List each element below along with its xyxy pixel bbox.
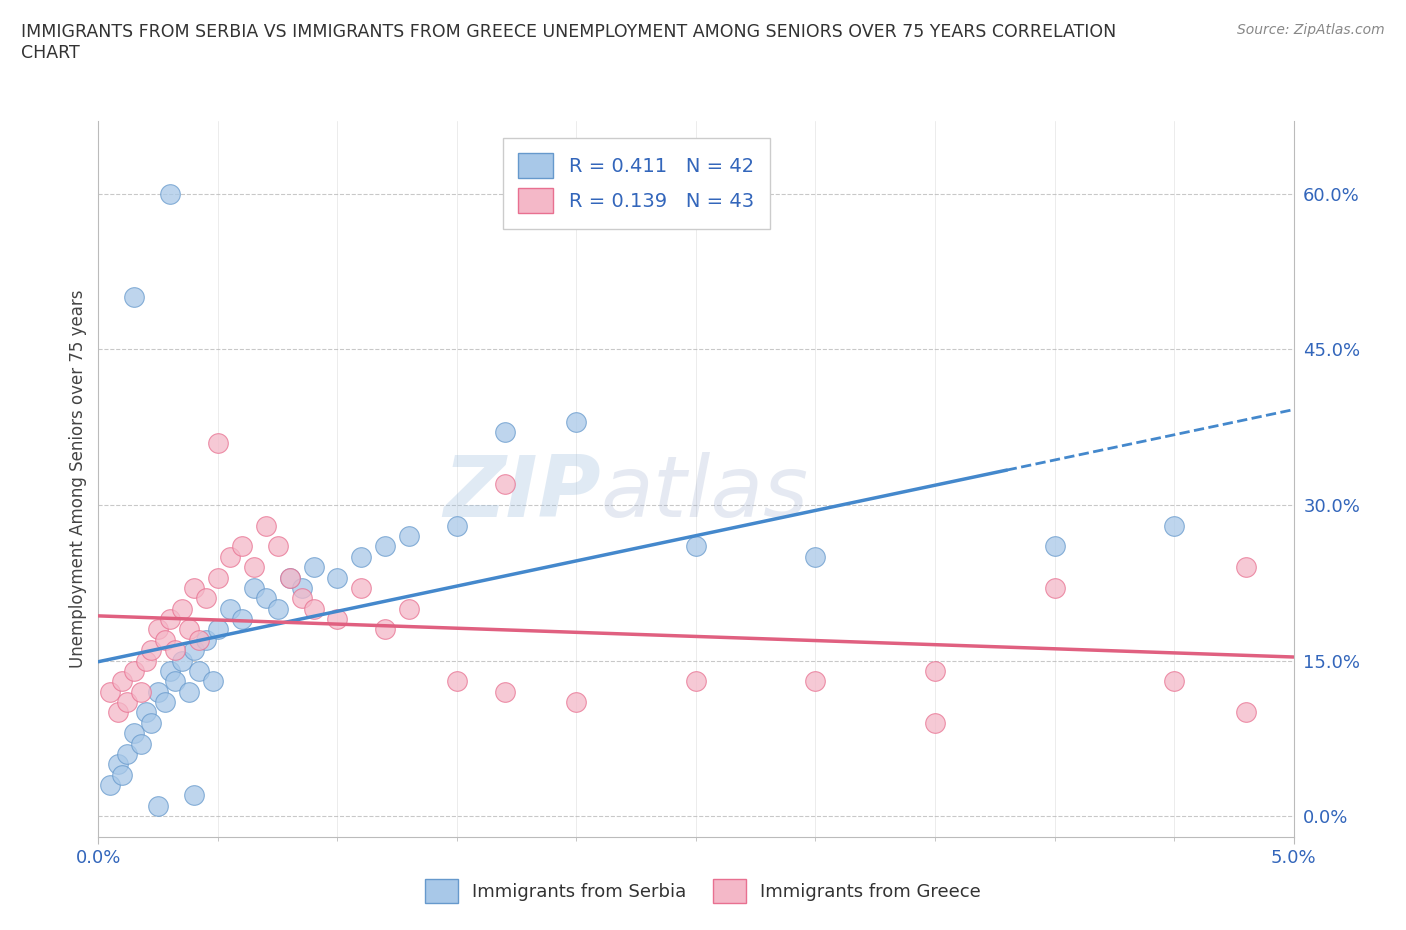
Point bbox=[148, 622, 170, 637]
Point bbox=[291, 580, 314, 595]
Point bbox=[685, 539, 707, 554]
Point bbox=[231, 539, 253, 554]
Point bbox=[183, 788, 205, 803]
Point bbox=[254, 591, 277, 605]
Point bbox=[1043, 580, 1066, 595]
Point bbox=[398, 601, 420, 616]
Point bbox=[163, 674, 186, 689]
Point bbox=[374, 539, 396, 554]
Point bbox=[179, 622, 201, 637]
Point bbox=[804, 674, 827, 689]
Point bbox=[115, 695, 138, 710]
Point bbox=[374, 622, 396, 637]
Point bbox=[98, 777, 122, 792]
Point bbox=[139, 715, 162, 730]
Point bbox=[187, 632, 209, 647]
Point bbox=[148, 684, 170, 699]
Point bbox=[302, 560, 325, 575]
Point bbox=[139, 643, 162, 658]
Point bbox=[494, 425, 516, 440]
Point bbox=[111, 674, 134, 689]
Point bbox=[207, 622, 229, 637]
Point bbox=[163, 643, 186, 658]
Point bbox=[924, 715, 946, 730]
Point bbox=[565, 415, 588, 430]
Point bbox=[135, 653, 157, 668]
Point bbox=[326, 570, 349, 585]
Point bbox=[172, 653, 194, 668]
Point bbox=[124, 725, 146, 740]
Point bbox=[131, 684, 153, 699]
Point bbox=[565, 695, 588, 710]
Point bbox=[124, 290, 146, 305]
Point bbox=[155, 695, 177, 710]
Point bbox=[398, 528, 420, 543]
Text: Source: ZipAtlas.com: Source: ZipAtlas.com bbox=[1237, 23, 1385, 37]
Point bbox=[291, 591, 314, 605]
Point bbox=[187, 663, 209, 678]
Point bbox=[207, 570, 229, 585]
Point bbox=[1163, 674, 1185, 689]
Point bbox=[183, 643, 205, 658]
Point bbox=[195, 632, 218, 647]
Point bbox=[326, 612, 349, 627]
Text: ZIP: ZIP bbox=[443, 452, 600, 535]
Point bbox=[159, 663, 181, 678]
Point bbox=[148, 799, 170, 814]
Legend: R = 0.411   N = 42, R = 0.139   N = 43: R = 0.411 N = 42, R = 0.139 N = 43 bbox=[503, 138, 769, 229]
Point bbox=[179, 684, 201, 699]
Point bbox=[1163, 518, 1185, 533]
Point bbox=[243, 560, 266, 575]
Point bbox=[302, 601, 325, 616]
Point bbox=[202, 674, 225, 689]
Point bbox=[172, 601, 194, 616]
Point bbox=[219, 601, 242, 616]
Point bbox=[107, 705, 129, 720]
Point bbox=[267, 539, 290, 554]
Point bbox=[195, 591, 218, 605]
Legend: Immigrants from Serbia, Immigrants from Greece: Immigrants from Serbia, Immigrants from … bbox=[416, 870, 990, 911]
Point bbox=[494, 684, 516, 699]
Point bbox=[131, 737, 153, 751]
Point bbox=[159, 612, 181, 627]
Point bbox=[243, 580, 266, 595]
Y-axis label: Unemployment Among Seniors over 75 years: Unemployment Among Seniors over 75 years bbox=[69, 290, 87, 668]
Text: IMMIGRANTS FROM SERBIA VS IMMIGRANTS FROM GREECE UNEMPLOYMENT AMONG SENIORS OVER: IMMIGRANTS FROM SERBIA VS IMMIGRANTS FRO… bbox=[21, 23, 1116, 62]
Point bbox=[1234, 560, 1257, 575]
Point bbox=[135, 705, 157, 720]
Point bbox=[155, 632, 177, 647]
Point bbox=[159, 186, 181, 201]
Point bbox=[124, 663, 146, 678]
Point bbox=[350, 550, 373, 565]
Point bbox=[494, 477, 516, 492]
Point bbox=[207, 435, 229, 450]
Point bbox=[446, 674, 468, 689]
Point bbox=[350, 580, 373, 595]
Point bbox=[267, 601, 290, 616]
Point bbox=[111, 767, 134, 782]
Point bbox=[231, 612, 253, 627]
Point bbox=[183, 580, 205, 595]
Point bbox=[278, 570, 301, 585]
Point bbox=[804, 550, 827, 565]
Point bbox=[115, 747, 138, 762]
Point bbox=[1043, 539, 1066, 554]
Point bbox=[219, 550, 242, 565]
Point bbox=[1234, 705, 1257, 720]
Point bbox=[924, 663, 946, 678]
Point bbox=[254, 518, 277, 533]
Point bbox=[98, 684, 122, 699]
Text: atlas: atlas bbox=[600, 452, 808, 535]
Point bbox=[278, 570, 301, 585]
Point bbox=[107, 757, 129, 772]
Point bbox=[685, 674, 707, 689]
Point bbox=[446, 518, 468, 533]
